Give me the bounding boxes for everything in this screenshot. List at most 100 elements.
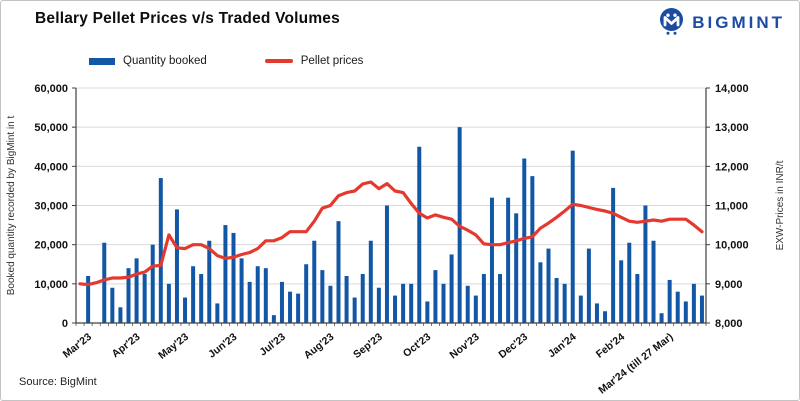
left-axis-tick-label: 30,000 [34, 201, 68, 213]
quantity-bar [158, 178, 163, 323]
quantity-bar [635, 274, 640, 323]
quantity-bar [506, 197, 511, 323]
right-axis-tick-label: 12,000 [715, 161, 749, 173]
quantity-bar [417, 146, 422, 323]
left-axis-tick-label: 60,000 [34, 83, 68, 95]
left-axis-tick-label: 20,000 [34, 240, 68, 252]
quantity-bar [691, 283, 696, 323]
x-axis-month-label: Feb'24 [594, 331, 627, 361]
chart-legend: Quantity booked Pellet prices [89, 55, 363, 67]
quantity-bar [530, 176, 535, 324]
x-axis-month-label: Oct'23 [401, 331, 433, 360]
quantity-bar [376, 287, 381, 323]
x-axis-month-label: Dec'23 [496, 331, 530, 361]
quantity-bar [433, 270, 438, 324]
right-axis-title: EXW-Prices in INR/t [775, 160, 786, 250]
quantity-bar [667, 279, 672, 323]
brand-logo: BIGMINT [658, 7, 785, 38]
left-axis-tick-label: 40,000 [34, 161, 68, 173]
quantity-bar [174, 209, 179, 323]
bar-swatch-icon [89, 57, 115, 65]
quantity-bar [611, 187, 616, 324]
left-axis-title: Booked quantity recorded by BigMint in t [6, 116, 17, 296]
right-axis-tick-label: 14,000 [715, 83, 749, 95]
quantity-bar [86, 276, 91, 323]
quantity-bar [239, 258, 244, 324]
source-note: Source: BigMint [19, 376, 97, 388]
quantity-bar [594, 303, 599, 323]
quantity-bar [191, 266, 196, 323]
quantity-bar [215, 303, 220, 323]
x-axis-month-label: Mar'23 [61, 331, 94, 361]
quantity-bar [675, 291, 680, 323]
quantity-bar [320, 270, 325, 324]
x-axis-month-label: Apr'23 [110, 331, 143, 360]
right-axis-tick-label: 10,000 [715, 240, 749, 252]
left-axis-tick-label: 0 [62, 318, 68, 330]
quantity-bar [223, 225, 228, 323]
quantity-bar [166, 283, 171, 323]
pellet-price-line [78, 180, 704, 287]
brand-name: BIGMINT [692, 12, 785, 32]
right-axis-tick-label: 11,000 [715, 201, 748, 213]
left-axis-tick-label: 50,000 [34, 122, 68, 134]
quantity-bar [312, 240, 317, 323]
quantity-bar [183, 297, 188, 323]
quantity-bar [384, 205, 389, 323]
quantity-bar [360, 274, 365, 323]
quantity-bar [554, 277, 559, 323]
quantity-bar [643, 205, 648, 323]
quantity-bar [288, 291, 293, 323]
right-axis-tick-label: 8,000 [715, 318, 743, 330]
quantity-bar [296, 293, 301, 324]
x-axis-month-label: Nov'23 [448, 331, 482, 361]
quantity-bar [110, 287, 115, 323]
line-swatch-icon [264, 59, 293, 63]
quantity-bar [449, 254, 454, 323]
legend-item-quantity: Quantity booked [89, 55, 207, 67]
quantity-bar [401, 283, 406, 323]
quantity-bar [603, 311, 608, 323]
quantity-bar [368, 240, 373, 323]
quantity-bar [231, 232, 236, 323]
quantity-bar [344, 276, 349, 323]
pellet-price-volume-chart: 0 10,000 20,000 30,000 40,000 50,000 60,000 8,0… [6, 83, 786, 397]
quantity-bar [481, 274, 486, 323]
x-axis-month-label: Jan'24 [546, 331, 579, 360]
quantity-bar [304, 264, 309, 323]
quantity-bar [150, 244, 155, 323]
quantity-bar [514, 213, 519, 323]
left-axis-tick-label: 10,000 [34, 279, 68, 291]
x-axis-month-label: Aug'23 [302, 331, 337, 362]
bigmint-logo-icon [660, 8, 684, 35]
quantity-bar [627, 242, 632, 323]
legend-label: Quantity booked [123, 55, 207, 67]
quantity-bar [263, 268, 268, 323]
quantity-bar [126, 268, 131, 323]
quantity-bar [699, 295, 704, 323]
quantity-bar [465, 285, 470, 323]
quantity-bar [102, 242, 107, 323]
quantity-bar [562, 283, 567, 323]
quantity-bar [279, 281, 284, 324]
quantity-bar [538, 262, 543, 323]
quantity-bar [328, 285, 333, 323]
quantity-bar [247, 281, 252, 324]
chart-title: Bellary Pellet Prices v/s Traded Volumes [35, 10, 340, 27]
legend-item-prices: Pellet prices [264, 55, 363, 67]
quantity-bar [546, 248, 551, 323]
quantity-bar [352, 297, 357, 323]
quantity-bar [142, 274, 147, 323]
quantity-bar [651, 240, 656, 323]
quantity-bar [570, 150, 575, 323]
quantity-bar [199, 274, 204, 323]
quantity-bar [441, 283, 446, 323]
quantity-bar [473, 295, 478, 323]
quantity-bar [425, 301, 430, 323]
right-axis-tick-label: 13,000 [715, 122, 749, 134]
quantity-bar [498, 274, 503, 323]
quantity-bar [134, 258, 139, 324]
right-axis-tick-label: 9,000 [715, 279, 743, 291]
quantity-bar [393, 295, 398, 323]
x-axis-month-label: Sep'23 [351, 331, 385, 361]
